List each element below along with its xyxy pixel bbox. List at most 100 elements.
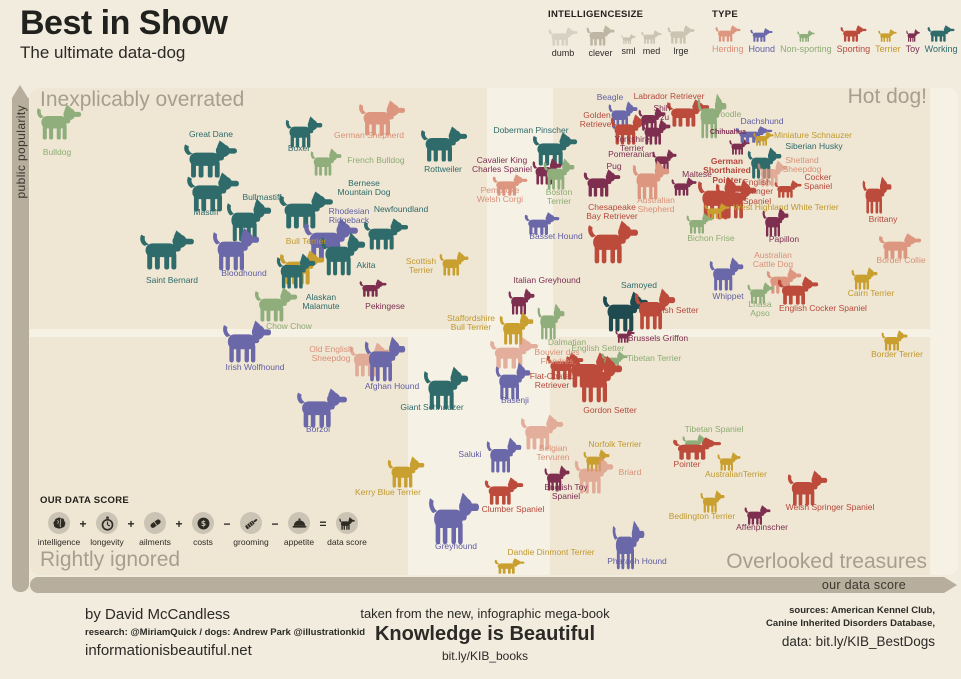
- formula-term-label: appetite: [283, 537, 315, 547]
- formula-term-appetite: appetite: [280, 512, 318, 547]
- breed-label: Bichon Frise: [687, 233, 735, 243]
- dog-silhouette: [363, 218, 409, 250]
- dog-silhouette: [484, 477, 524, 505]
- dog-silhouette: [420, 126, 468, 162]
- brush-icon: [240, 512, 262, 534]
- breed-label: English Springer Spaniel: [740, 177, 774, 206]
- legend-size: SIZE sml med lrge: [621, 9, 695, 56]
- footer-book-tagline: taken from the new, infographic mega-boo…: [360, 606, 610, 621]
- legend-dog-icon: [927, 25, 955, 42]
- data-score-formula: OUR DATA SCORE intelligence + longevity + ai…: [37, 495, 367, 547]
- breed-label: Bull Terrier: [285, 236, 327, 246]
- legend-dog-icon: [797, 30, 815, 42]
- legend-item-label: dumb: [551, 48, 575, 58]
- formula-term-longevity: longevity: [88, 512, 126, 547]
- breed-label: Dalmatian: [547, 337, 587, 347]
- formula-term-label: ailments: [139, 537, 171, 547]
- breed-label: Staffordshire Bull Terrier: [446, 313, 496, 333]
- breed-label: Brittany: [868, 214, 898, 224]
- dog-silhouette: [700, 490, 725, 513]
- brain-icon: [48, 512, 70, 534]
- breed-label: West Highland White Terrier: [733, 202, 839, 212]
- formula-term-label: costs: [193, 537, 213, 547]
- legend-item: sml: [621, 34, 636, 56]
- dog-silhouette: [537, 303, 565, 340]
- dog-silhouette: [310, 148, 342, 176]
- legend-dog-icon: [750, 28, 773, 42]
- dog-silhouette: [777, 276, 819, 305]
- dog-silhouette: [508, 288, 535, 315]
- dog-silhouette: [851, 267, 878, 290]
- legend-item: clever: [586, 25, 615, 58]
- footer-book-link[interactable]: bit.ly/KIB_books: [441, 649, 529, 663]
- breed-label: Old English Sheepdog: [309, 344, 353, 364]
- breed-label: Pembroke Welsh Corgi: [476, 185, 524, 205]
- breed-label: Basset Hound: [529, 231, 583, 241]
- breed-label: Alaskan Malamute: [302, 292, 340, 312]
- dog-silhouette: [139, 230, 195, 270]
- breed-label: AustralianTerrier: [705, 469, 767, 479]
- quadrant-label-bottom-right: Overlooked treasures: [726, 550, 927, 573]
- stopwatch-icon: [96, 512, 118, 534]
- legend-item-label: Sporting: [836, 44, 871, 54]
- legend-item-label: med: [642, 46, 661, 56]
- formula-term-ailments: ailments: [136, 512, 174, 547]
- legend-size-header: SIZE: [621, 9, 644, 20]
- page-subtitle: The ultimate data-dog: [20, 42, 186, 62]
- breed-label: Chesapeake Bay Retriever: [586, 202, 638, 222]
- pill-icon: [144, 512, 166, 534]
- legend-item-label: Herding: [712, 44, 744, 54]
- breed-label: English Toy Spaniel: [544, 482, 588, 502]
- footer-sources: sources: American Kennel Club, Canine In…: [766, 605, 935, 649]
- dog-silhouette: [276, 253, 316, 289]
- formula-term-label: intelligence: [37, 537, 81, 547]
- breed-label: French Bulldog: [347, 155, 405, 165]
- formula-operator: −: [271, 517, 279, 531]
- dog-silhouette: [364, 336, 406, 382]
- footer-credits: by David McCandless research: @MiriamQui…: [85, 606, 365, 659]
- dog-silhouette: [36, 104, 82, 140]
- dog-silhouette: [359, 279, 387, 297]
- legend-item-label: Terrier: [875, 44, 901, 54]
- breed-label: Affenpinscher: [736, 522, 788, 532]
- quadrant-label-bottom-left: Rightly ignored: [40, 548, 181, 571]
- formula-operator: −: [223, 517, 231, 531]
- legend-item: Terrier: [875, 29, 901, 54]
- footer-source-2: Canine Inherited Disorders Database,: [766, 617, 935, 629]
- footer-book-title: Knowledge is Beautiful: [374, 623, 596, 645]
- breed-label: Dandie Dinmont Terrier: [507, 547, 595, 557]
- footer-author: by David McCandless: [85, 606, 231, 623]
- dog-silhouette: [632, 160, 670, 200]
- breed-label: Tibetan Terrier: [626, 353, 682, 363]
- breed-label: Great Dane: [189, 129, 233, 139]
- breed-label: German Shepherd: [334, 130, 404, 140]
- legend-item-label: Working: [924, 44, 958, 54]
- footer-website-link[interactable]: informationisbeautiful.net: [85, 642, 252, 659]
- dog-silhouette: [672, 437, 722, 460]
- formula-term-label: longevity: [90, 537, 124, 547]
- breed-label: Saint Bernard: [146, 275, 198, 285]
- formula-header: OUR DATA SCORE: [40, 495, 129, 506]
- breed-label: Lhasa Apso: [748, 299, 772, 319]
- dog-silhouette: [222, 320, 272, 363]
- legend-item-label: sml: [621, 46, 636, 56]
- footer-research-credit: research: @MiriamQuick / dogs: Andrew Pa…: [85, 627, 366, 638]
- breed-label: Maltese: [682, 169, 712, 179]
- breed-label: Rottweiler: [424, 164, 462, 174]
- legend-item: Sporting: [836, 25, 871, 54]
- breed-label: Dachshund: [740, 116, 784, 126]
- legend-dog-icon: [641, 30, 662, 44]
- footer-data-link[interactable]: data: bit.ly/KIB_BestDogs: [781, 633, 935, 649]
- breed-label: Bulldog: [42, 147, 72, 157]
- formula-term-label: grooming: [233, 537, 269, 547]
- formula-term-data-score: data score: [327, 512, 367, 547]
- breed-label: Papillon: [768, 234, 800, 244]
- breed-label: Norfolk Terrier: [588, 439, 642, 449]
- breed-label: Irish Wolfhound: [225, 362, 285, 372]
- breed-label: Saluki: [458, 449, 482, 459]
- dog-silhouette: [575, 355, 623, 403]
- dog-silhouette: [387, 456, 425, 488]
- breed-label: Clumber Spaniel: [481, 504, 545, 514]
- legend-item-label: Hound: [748, 44, 776, 54]
- breed-label: Briard: [618, 467, 642, 477]
